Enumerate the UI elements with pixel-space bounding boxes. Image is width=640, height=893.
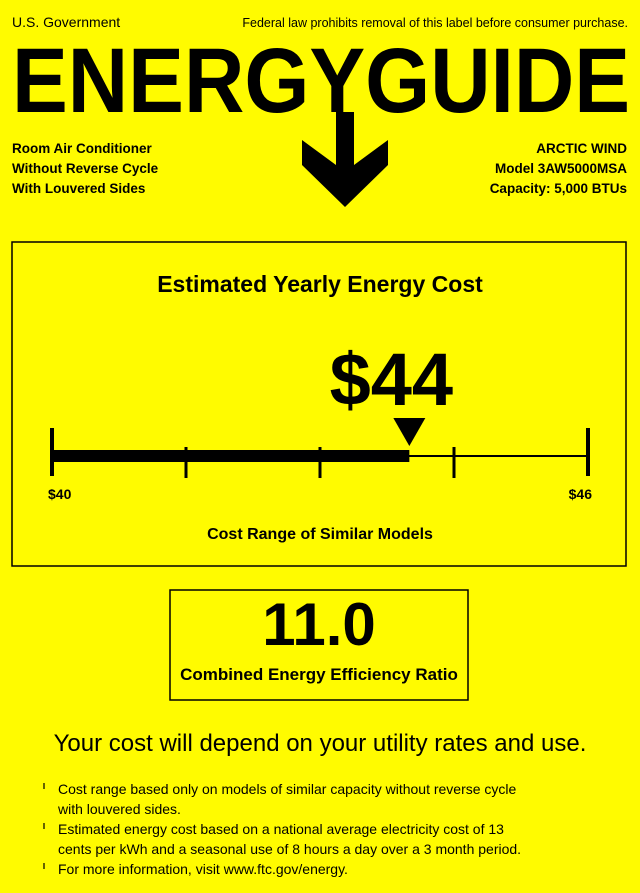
cost-value: $44 <box>330 338 453 421</box>
cost-bar <box>52 450 410 462</box>
notes: Cost range based only on models of simil… <box>43 781 521 877</box>
range-min-label: $40 <box>48 486 72 502</box>
note-text: cents per kWh and a seasonal use of 8 ho… <box>58 841 521 857</box>
product-type: Without Reverse Cycle <box>12 161 159 176</box>
brand: ARCTIC WIND <box>536 141 627 156</box>
efficiency-box <box>169 589 469 701</box>
efficiency-value: 11.0 <box>262 591 375 658</box>
range-caption: Cost Range of Similar Models <box>207 526 433 543</box>
note-text: Estimated energy cost based on a nationa… <box>58 821 504 837</box>
cost-heading: Estimated Yearly Energy Cost <box>157 271 483 297</box>
note-text: For more information, visit www.ftc.gov/… <box>58 861 348 877</box>
notice: Federal law prohibits removal of this la… <box>242 16 628 30</box>
capacity: Capacity: 5,000 BTUs <box>490 181 627 196</box>
model: Model 3AW5000MSA <box>495 161 627 176</box>
note-text: with louvered sides. <box>57 801 181 817</box>
range-max-label: $46 <box>569 486 593 502</box>
product-type: With Louvered Sides <box>12 181 145 196</box>
cost-marker <box>393 418 426 446</box>
title: ENERGYGUIDE <box>12 30 630 132</box>
product-info: Room Air Conditioner Without Reverse Cycl… <box>12 141 159 196</box>
cost-scale: $44 $40 $46 <box>48 338 592 502</box>
efficiency-caption: Combined Energy Efficiency Ratio <box>180 665 458 684</box>
agency: U.S. Government <box>12 14 120 30</box>
note-text: Cost range based only on models of simil… <box>58 781 517 797</box>
cost-box <box>11 241 627 567</box>
product-type: Room Air Conditioner <box>12 141 152 156</box>
statement: Your cost will depend on your utility ra… <box>54 730 587 757</box>
arrow-icon <box>302 112 388 207</box>
